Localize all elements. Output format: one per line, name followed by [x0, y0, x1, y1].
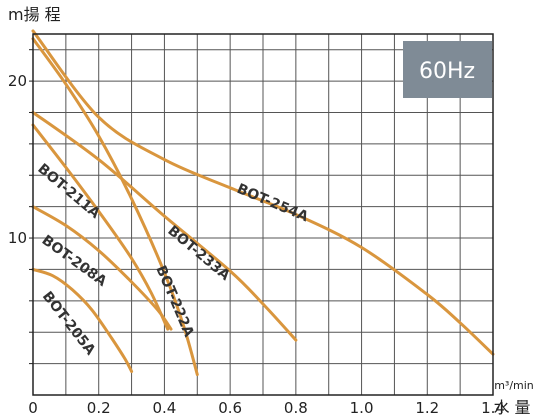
y-tick-label: 20 [8, 72, 27, 90]
y-tick-label: 10 [8, 229, 27, 247]
tick-labels: 0 0.2 0.4 0.6 0.8 1.0 1.2 1.4 10 20 [8, 72, 505, 416]
y-axis-label: m揚 程 [8, 5, 61, 24]
x-tick-label: 1.0 [350, 399, 374, 416]
x-tick-label: 0.8 [284, 399, 308, 416]
plot-border [32, 33, 494, 396]
x-axis-label: 水 量 [493, 398, 530, 416]
plot-frame [29, 33, 494, 396]
grid [33, 34, 493, 395]
x-tick-label: 0.6 [218, 399, 242, 416]
x-tick-label: 0 [28, 399, 38, 416]
series-line-bot-205a [31, 267, 134, 373]
x-tick-label: 0.4 [152, 399, 176, 416]
frequency-badge: 60Hz [403, 41, 492, 98]
x-axis-unit: m³/min [494, 379, 534, 392]
series-line-bot-222a [31, 37, 199, 377]
series-line-bot-211a [31, 123, 170, 331]
frequency-badge-background [403, 41, 492, 98]
series-line-bot-233a [31, 111, 298, 342]
x-tick-label: 1.4 [481, 399, 505, 416]
frequency-badge-text: 60Hz [419, 59, 475, 84]
x-tick-label: 0.2 [87, 399, 111, 416]
x-tick-label: 1.2 [415, 399, 439, 416]
series-line-bot-254a [31, 29, 495, 356]
series-curves [31, 29, 495, 377]
